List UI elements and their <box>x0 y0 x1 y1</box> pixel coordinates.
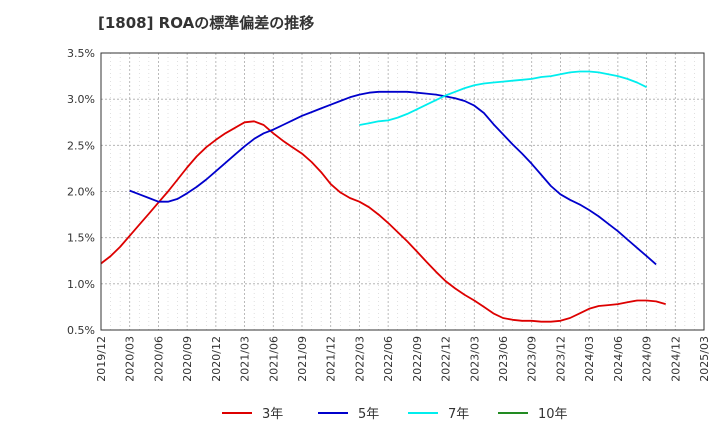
series-line-0 <box>100 120 666 323</box>
x-tick-label: 2025/03 <box>698 336 711 382</box>
x-tick-label: 2023/06 <box>497 336 510 382</box>
legend-label: 10年 <box>538 407 568 422</box>
x-tick-label: 2024/12 <box>669 336 682 382</box>
x-tick-label: 2021/09 <box>296 336 309 382</box>
x-axis-ticks: 2019/12 2020/03 2020/06 2020/09 2020/12 2021/… <box>95 336 711 382</box>
legend-label: 3年 <box>262 407 283 422</box>
x-tick-label: 2020/06 <box>152 336 165 382</box>
x-tick-label: 2020/12 <box>210 336 223 382</box>
x-tick-label: 2022/03 <box>353 336 366 382</box>
x-tick-label: 2022/09 <box>411 336 424 382</box>
x-tick-label: 2021/12 <box>325 336 338 382</box>
y-tick-label: 3.0% <box>67 93 95 106</box>
chart-title: [1808] ROAの標準偏差の推移 <box>98 14 315 32</box>
x-tick-label: 2019/12 <box>95 336 108 382</box>
series-line-1 <box>129 90 657 266</box>
legend: 3年 5年 7年 10年 <box>222 407 568 422</box>
y-tick-label: 2.5% <box>67 139 95 152</box>
x-tick-label: 2024/06 <box>612 336 625 382</box>
x-tick-label: 2020/03 <box>124 336 137 382</box>
y-tick-label: 3.5% <box>67 47 95 60</box>
legend-label: 5年 <box>358 407 379 422</box>
x-tick-label: 2020/09 <box>181 336 194 382</box>
x-tick-label: 2021/03 <box>239 336 252 382</box>
y-axis-ticks: 0.5% 1.0% 1.5% 2.0% 2.5% 3.0% 3.5% <box>67 47 95 337</box>
y-tick-label: 1.5% <box>67 232 95 245</box>
legend-label: 7年 <box>448 407 469 422</box>
x-tick-label: 2023/09 <box>526 336 539 382</box>
x-tick-label: 2022/12 <box>440 336 453 382</box>
x-tick-label: 2024/09 <box>641 336 654 382</box>
x-tick-label: 2023/12 <box>554 336 567 382</box>
y-tick-label: 0.5% <box>67 324 95 337</box>
x-tick-label: 2022/06 <box>382 336 395 382</box>
x-tick-label: 2023/03 <box>468 336 481 382</box>
x-tick-label: 2021/06 <box>267 336 280 382</box>
y-tick-label: 2.0% <box>67 186 95 199</box>
x-tick-label: 2024/03 <box>583 336 596 382</box>
series-lines <box>100 70 666 323</box>
series-line-2 <box>359 70 647 126</box>
plot-frame <box>100 52 705 331</box>
y-tick-label: 1.0% <box>67 278 95 291</box>
